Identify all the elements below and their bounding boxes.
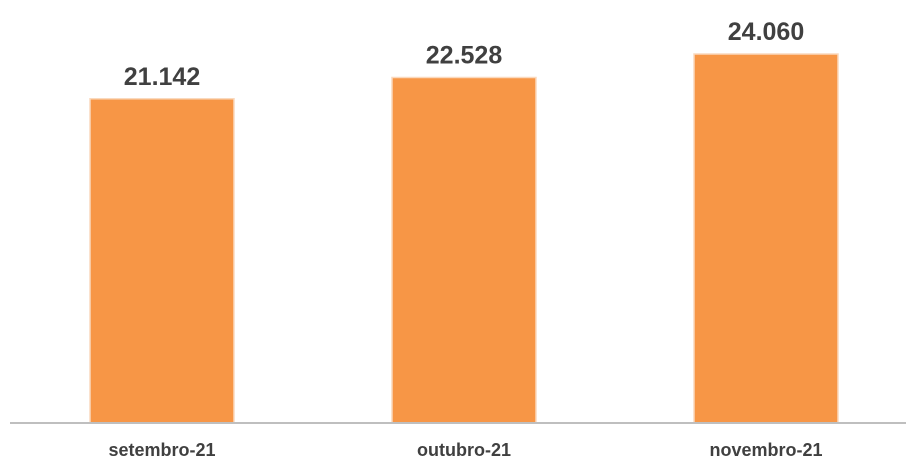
category-labels-group: setembro-21 outubro-21 novembro-21	[108, 440, 822, 460]
bar-outubro-21	[391, 76, 537, 424]
bar-setembro-21	[89, 98, 235, 424]
category-label-outubro-21: outubro-21	[417, 440, 511, 460]
value-label-outubro-21: 22.528	[426, 41, 503, 69]
value-label-novembro-21: 24.060	[728, 18, 804, 46]
category-label-setembro-21: setembro-21	[108, 440, 215, 460]
category-label-novembro-21: novembro-21	[709, 440, 822, 460]
value-labels-group: 21.142 22.528 24.060	[124, 18, 804, 91]
value-label-setembro-21: 21.142	[124, 63, 200, 91]
bars-group	[89, 53, 839, 424]
bar-novembro-21	[693, 53, 839, 424]
